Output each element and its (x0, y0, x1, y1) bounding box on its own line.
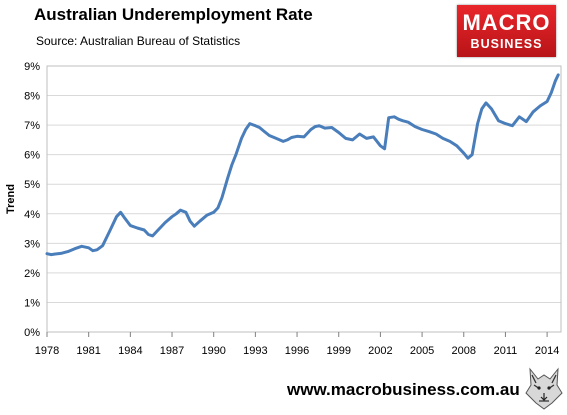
x-tick-label: 1978 (35, 345, 59, 357)
y-tick-label: 7% (24, 120, 40, 132)
x-tick-label: 1996 (285, 345, 309, 357)
logo-line-business: BUSINESS (470, 37, 543, 51)
x-tick-label: 2005 (410, 345, 434, 357)
y-tick-label: 4% (24, 209, 40, 221)
x-tick-label: 1984 (118, 345, 142, 357)
x-tick-label: 2002 (368, 345, 392, 357)
x-tick-label: 2008 (452, 345, 476, 357)
chart-subtitle: Source: Australian Bureau of Statistics (36, 34, 241, 48)
y-tick-label: 6% (24, 150, 40, 162)
macrobusiness-logo: MACRO BUSINESS (457, 5, 556, 57)
y-tick-label: 1% (24, 297, 40, 309)
wolf-logo-icon (525, 367, 563, 410)
plot-area-border (46, 65, 562, 333)
y-tick-label: 0% (24, 327, 40, 339)
underemployment-series-line (45, 73, 560, 257)
x-tick-label: 1981 (76, 345, 100, 357)
y-tick-label: 9% (24, 61, 40, 73)
x-tick-label: 1993 (243, 345, 267, 357)
x-tick-label: 2011 (494, 345, 518, 357)
footer-url: www.macrobusiness.com.au (287, 380, 520, 399)
y-tick-label: 5% (24, 179, 40, 191)
y-tick-label: 8% (24, 91, 40, 103)
chart-title: Australian Underemployment Rate (34, 5, 313, 24)
x-tick-label: 1990 (201, 345, 225, 357)
y-tick-label: 3% (24, 238, 40, 250)
x-tick-label: 2014 (535, 345, 559, 357)
x-tick-label: 1999 (326, 345, 350, 357)
x-tick-label: 1987 (160, 345, 184, 357)
y-tick-label: 2% (24, 268, 40, 280)
logo-line-macro: MACRO (462, 10, 551, 35)
y-axis-label: Trend (5, 184, 17, 214)
